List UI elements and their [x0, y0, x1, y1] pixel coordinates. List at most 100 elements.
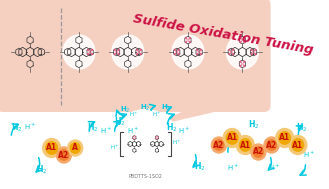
Circle shape [240, 139, 251, 151]
Polygon shape [113, 48, 116, 52]
Circle shape [279, 132, 291, 144]
Circle shape [68, 140, 83, 156]
Circle shape [43, 139, 61, 157]
Circle shape [266, 140, 276, 150]
Text: A2: A2 [266, 140, 277, 149]
Polygon shape [139, 48, 142, 52]
Circle shape [112, 35, 144, 69]
Circle shape [63, 35, 95, 69]
Polygon shape [157, 138, 159, 140]
Text: H$_2$: H$_2$ [166, 122, 178, 134]
Polygon shape [242, 36, 246, 40]
Text: H$_2$: H$_2$ [248, 119, 259, 131]
Polygon shape [242, 64, 246, 68]
Polygon shape [177, 52, 180, 56]
Text: A1: A1 [46, 143, 57, 153]
Polygon shape [139, 52, 142, 56]
Text: H$^+$: H$^+$ [100, 126, 112, 136]
Text: H$^+$: H$^+$ [227, 163, 239, 173]
Text: H$_2$: H$_2$ [87, 122, 99, 134]
Polygon shape [155, 136, 157, 138]
Text: A: A [72, 143, 78, 153]
Polygon shape [188, 40, 191, 44]
Circle shape [264, 137, 279, 153]
Circle shape [289, 136, 307, 154]
Polygon shape [155, 138, 157, 140]
Polygon shape [157, 136, 159, 138]
Circle shape [292, 139, 304, 151]
Polygon shape [87, 48, 90, 52]
Circle shape [212, 137, 226, 153]
Polygon shape [135, 48, 139, 52]
Polygon shape [90, 48, 94, 52]
Circle shape [56, 147, 71, 163]
Circle shape [46, 142, 58, 154]
Polygon shape [239, 60, 242, 64]
Text: A1: A1 [292, 140, 303, 149]
Circle shape [226, 132, 238, 144]
Polygon shape [173, 48, 177, 52]
Polygon shape [250, 52, 254, 56]
Text: A2: A2 [58, 150, 69, 160]
Text: H$^+$: H$^+$ [127, 126, 139, 136]
Circle shape [214, 140, 224, 150]
Text: H$_2$: H$_2$ [161, 103, 172, 113]
Text: H$^+$: H$^+$ [303, 150, 315, 160]
Polygon shape [116, 48, 120, 52]
Text: A1: A1 [226, 133, 238, 143]
Polygon shape [231, 48, 235, 52]
Text: H$^+$: H$^+$ [172, 139, 182, 147]
Text: H$_2$: H$_2$ [140, 103, 151, 113]
Text: A2: A2 [253, 147, 264, 156]
Polygon shape [116, 52, 120, 56]
Polygon shape [113, 52, 116, 56]
Polygon shape [184, 40, 188, 44]
Circle shape [172, 35, 204, 69]
Text: H$^+$: H$^+$ [110, 144, 119, 153]
Polygon shape [134, 136, 136, 138]
Polygon shape [199, 48, 203, 52]
Text: H$^+$: H$^+$ [178, 126, 190, 136]
Polygon shape [239, 40, 242, 44]
Polygon shape [228, 48, 231, 52]
Polygon shape [231, 52, 235, 56]
Text: H$_2$: H$_2$ [120, 105, 130, 115]
Text: PBDTTS-1SO2: PBDTTS-1SO2 [129, 174, 163, 178]
Polygon shape [87, 52, 90, 56]
Text: H$^+$: H$^+$ [24, 122, 36, 132]
Polygon shape [242, 40, 246, 44]
Circle shape [223, 129, 241, 147]
Polygon shape [254, 52, 257, 56]
Polygon shape [228, 52, 231, 56]
Polygon shape [184, 36, 188, 40]
Text: H$_2$: H$_2$ [296, 122, 307, 134]
Polygon shape [177, 48, 180, 52]
Text: H$^+$: H$^+$ [152, 111, 162, 119]
Circle shape [59, 150, 69, 160]
Polygon shape [239, 64, 242, 68]
Polygon shape [250, 48, 254, 52]
Text: H$_2$: H$_2$ [36, 164, 47, 176]
Polygon shape [132, 136, 134, 138]
Text: A1: A1 [240, 140, 251, 149]
Circle shape [276, 129, 293, 147]
Circle shape [110, 110, 181, 186]
Text: H$_2$: H$_2$ [114, 116, 125, 128]
Polygon shape [199, 52, 203, 56]
Polygon shape [188, 36, 191, 40]
Polygon shape [239, 36, 242, 40]
Text: H$_2$: H$_2$ [193, 161, 205, 173]
Text: A1: A1 [279, 133, 290, 143]
Text: Sulfide Oxidation Tuning: Sulfide Oxidation Tuning [132, 12, 314, 57]
Circle shape [226, 35, 258, 69]
Polygon shape [146, 105, 244, 128]
Polygon shape [90, 52, 94, 56]
Circle shape [70, 143, 80, 153]
FancyBboxPatch shape [0, 0, 270, 112]
Circle shape [236, 136, 254, 154]
Text: H$^+$: H$^+$ [130, 111, 139, 119]
Polygon shape [132, 138, 134, 140]
Circle shape [254, 147, 263, 157]
Text: A2: A2 [214, 140, 224, 149]
Polygon shape [134, 138, 136, 140]
